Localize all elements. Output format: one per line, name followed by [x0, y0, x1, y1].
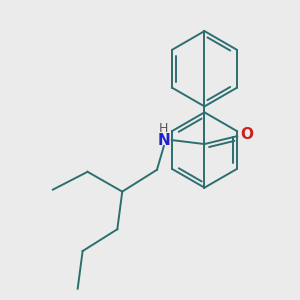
Text: H: H: [159, 122, 169, 135]
Text: N: N: [158, 133, 170, 148]
Text: O: O: [241, 127, 254, 142]
